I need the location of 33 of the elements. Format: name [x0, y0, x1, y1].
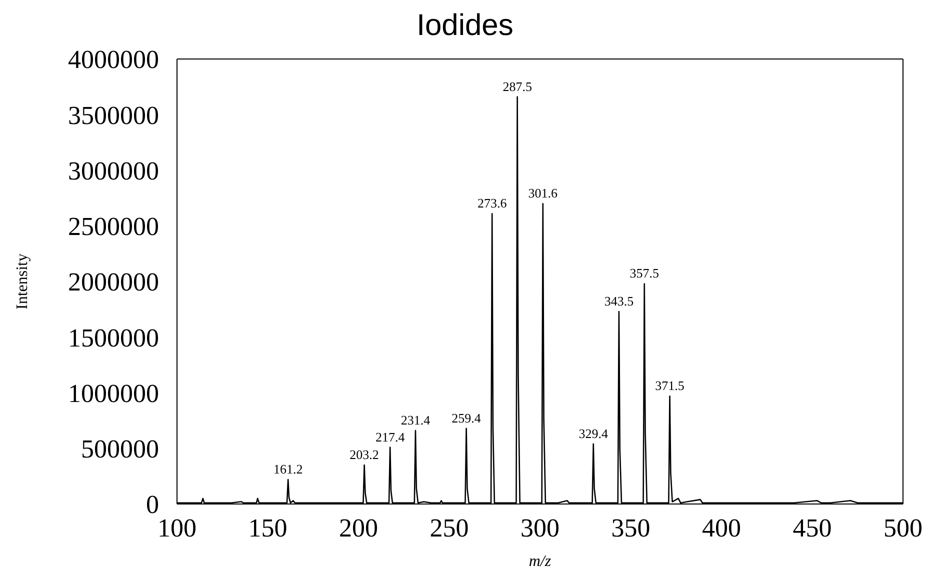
y-axis-title: Intensity [14, 254, 30, 310]
annotation: 259.4 [452, 410, 482, 426]
x-tick-label: 250 [430, 513, 469, 542]
y-tick-label: 500000 [81, 434, 159, 464]
annotation: 329.4 [578, 426, 608, 441]
annotation: 273.6 [477, 196, 508, 211]
annotation: 343.5 [604, 294, 634, 309]
y-tick-label: 2000000 [68, 268, 159, 297]
x-tick-label: 100 [158, 513, 196, 542]
x-tick-label: 400 [702, 513, 741, 542]
annotation: 217.4 [375, 429, 406, 444]
chart-title: Iodides [416, 8, 514, 44]
x-axis-title: m/z [528, 553, 552, 570]
x-tick-label: 150 [248, 513, 288, 542]
annotation: 231.4 [400, 412, 431, 428]
annotation: 161.2 [273, 462, 303, 477]
x-tick-label: 350 [611, 513, 650, 542]
x-tick-label: 300 [520, 513, 560, 542]
y-tick-label: 1500000 [68, 323, 159, 352]
annotation: 301.6 [528, 186, 558, 201]
y-tick-label: 0 [146, 490, 159, 520]
y-tick-label: 1000000 [68, 378, 159, 408]
x-tick-label: 200 [339, 513, 378, 542]
annotation: 203.2 [350, 447, 379, 462]
annotation: 357.5 [630, 266, 659, 281]
annotation: 371.5 [655, 378, 684, 394]
y-tick-label: 2500000 [68, 212, 159, 242]
y-tick-label: 4000000 [68, 45, 159, 74]
y-tick-label: 3500000 [68, 100, 159, 130]
x-tick-label: 450 [792, 513, 832, 542]
annotation: 287.5 [502, 78, 532, 94]
x-tick-label: 500 [884, 513, 922, 542]
y-tick-label: 3000000 [68, 156, 159, 186]
